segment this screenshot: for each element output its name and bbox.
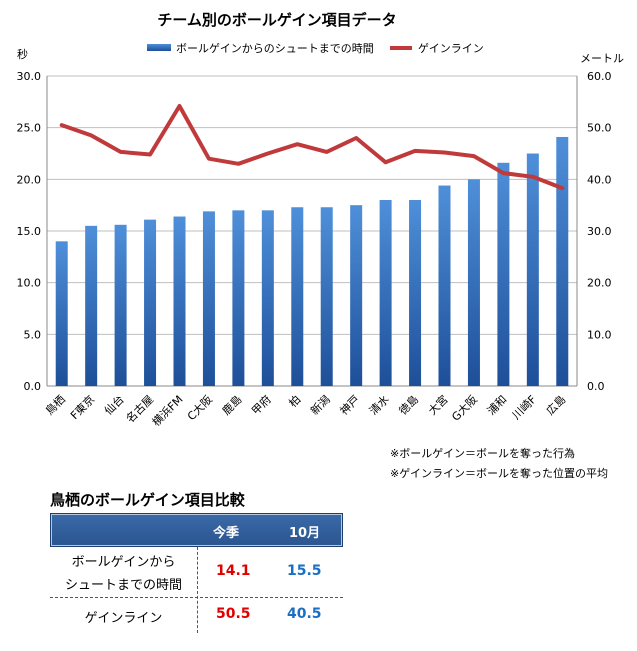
- x-category-label: G大阪: [449, 392, 480, 423]
- legend: ボールゲインからのシュートまでの時間 ゲインライン: [147, 42, 484, 55]
- bar: [556, 136, 569, 386]
- table-column-divider: [197, 547, 198, 633]
- x-category-label: 清水: [367, 393, 392, 418]
- bar: [409, 200, 422, 386]
- bar: [261, 210, 274, 386]
- y-left-unit: 秒: [17, 47, 28, 61]
- x-category-label: 甲府: [248, 392, 273, 417]
- combo-chart: チーム別のボールゲイン項目データ ボールゲインからのシュートまでの時間 ゲインラ…: [17, 11, 625, 429]
- table-title: 鳥栖のボールゲイン項目比較: [50, 491, 245, 509]
- bar: [232, 210, 245, 386]
- y-right-tick-label: 10.0: [587, 328, 612, 341]
- bar: [350, 205, 363, 386]
- bar: [467, 179, 480, 386]
- table-header: 今季 10月: [50, 513, 343, 547]
- bars: [55, 136, 569, 386]
- x-category-label: F東京: [67, 392, 97, 422]
- bar: [438, 185, 451, 386]
- x-category-label: 横浜FM: [149, 392, 186, 429]
- y-right-tick-label: 50.0: [587, 122, 612, 135]
- y-left-tick-label: 25.0: [17, 122, 42, 135]
- x-categories: 鳥栖 F東京 仙台名古屋横浜FM C大阪 鹿島 甲府柏新潟 神戸 清水 徳島 大宮G大阪 浦和 川崎F…: [42, 392, 568, 429]
- y-right-tick-label: 60.0: [587, 70, 612, 83]
- bar: [114, 224, 127, 386]
- gain-line-series: [59, 104, 565, 191]
- legend-bar-swatch: [147, 44, 171, 51]
- note-gain-line: ※ゲインライン＝ボールを奪った位置の平均: [390, 467, 608, 480]
- y-left-tick-label: 0.0: [24, 380, 42, 393]
- x-category-label: 川崎F: [509, 392, 539, 422]
- x-category-label: 柏: [286, 392, 304, 410]
- x-category-label: 広島: [543, 392, 568, 417]
- y-left-tick-label: 10.0: [17, 277, 42, 290]
- column-header-this-season: 今季: [213, 526, 240, 541]
- x-category-label: 仙台: [101, 392, 126, 417]
- y-left-tick-label: 15.0: [17, 225, 42, 238]
- y-left-ticks: 0.0 5.0 10.0 15.0 20.0 25.0 30.0: [17, 70, 42, 393]
- bar: [526, 153, 539, 386]
- y-right-tick-label: 40.0: [587, 173, 612, 186]
- gridlines: [46, 75, 578, 387]
- y-left-tick-label: 20.0: [17, 173, 42, 186]
- y-left-tick-label: 30.0: [17, 70, 42, 83]
- bar: [320, 207, 333, 386]
- x-category-label: 神戸: [337, 392, 362, 417]
- y-right-tick-label: 0.0: [587, 380, 605, 393]
- bar: [85, 225, 98, 386]
- column-header-october: 10月: [289, 526, 321, 541]
- chart-title: チーム別のボールゲイン項目データ: [157, 11, 396, 29]
- bar: [55, 241, 68, 386]
- value-october-gain-line: 40.5: [287, 606, 322, 622]
- bar: [379, 200, 392, 386]
- x-category-label: 鳥栖: [42, 392, 67, 417]
- table-row-divider: [50, 597, 343, 598]
- x-category-label: 浦和: [485, 393, 510, 418]
- bar: [144, 219, 157, 386]
- value-this-season-gain-line: 50.5: [216, 606, 251, 622]
- y-right-tick-label: 30.0: [587, 225, 612, 238]
- x-category-label: 鹿島: [219, 392, 244, 417]
- line-series: [59, 104, 565, 191]
- x-category-label: 徳島: [396, 392, 421, 417]
- y-left-tick-label: 5.0: [24, 328, 42, 341]
- y-right-unit: メートル: [580, 52, 624, 65]
- note-ball-gain: ※ボールゲイン＝ボールを奪った行為: [390, 447, 575, 460]
- bar: [173, 216, 186, 386]
- value-october-shot-time: 15.5: [287, 563, 322, 579]
- x-category-label: C大阪: [184, 392, 215, 423]
- bar: [497, 162, 510, 386]
- y-right-ticks: 0.0 10.0 20.0 30.0 40.0 50.0 60.0: [587, 70, 612, 393]
- row-label-shot-time: ボールゲインから シュートまでの時間: [64, 555, 182, 593]
- y-right-tick-label: 20.0: [587, 277, 612, 290]
- legend-bar-label: ボールゲインからのシュートまでの時間: [176, 42, 374, 55]
- x-category-label: 新潟: [307, 392, 332, 417]
- x-category-label: 大宮: [425, 392, 450, 417]
- row-label-gain-line: ゲインライン: [84, 611, 163, 626]
- bar: [291, 207, 304, 386]
- value-this-season-shot-time: 14.1: [216, 563, 251, 579]
- bar: [202, 211, 215, 386]
- legend-line-label: ゲインライン: [418, 42, 484, 55]
